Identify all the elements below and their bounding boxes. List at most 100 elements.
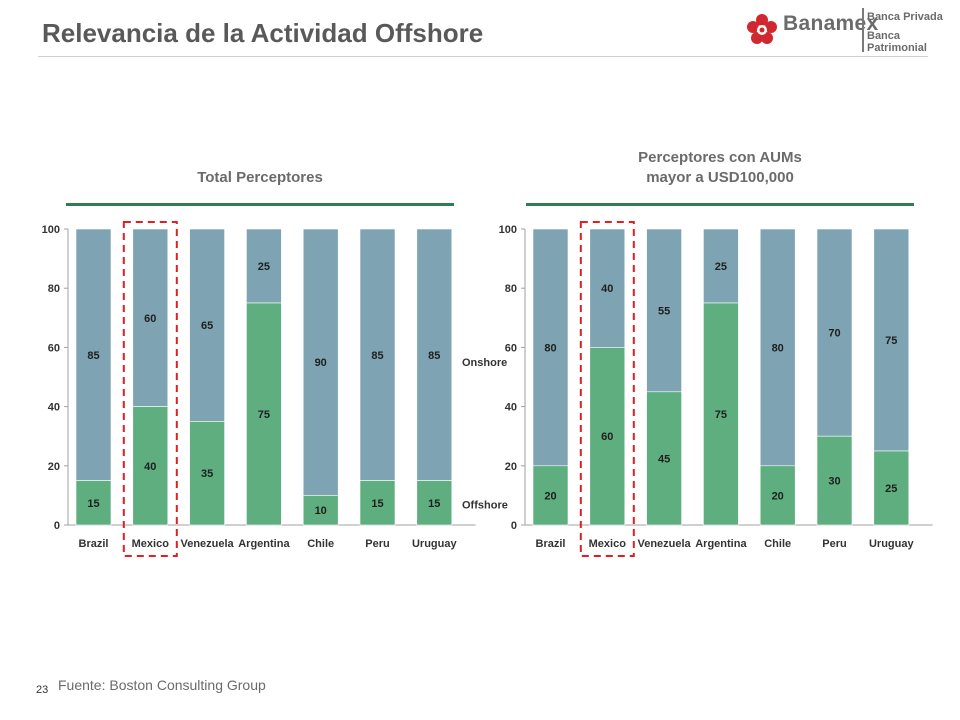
x-tick-label: Mexico (589, 538, 627, 550)
slide-title: Relevancia de la Actividad Offshore (42, 18, 484, 48)
y-tick-label: 100 (499, 224, 517, 236)
bar-onshore (75, 228, 112, 481)
data-label-offshore: 15 (371, 498, 383, 510)
legend-offshore-label: Offshore (462, 499, 508, 511)
y-tick-label: 60 (48, 342, 60, 354)
bar-onshore (359, 228, 396, 481)
logo-separator (862, 8, 864, 52)
highlight-box (579, 221, 635, 557)
data-label-offshore: 45 (658, 453, 670, 465)
bar-onshore (132, 228, 169, 407)
bar-onshore (759, 228, 796, 467)
data-label-offshore: 75 (258, 409, 270, 421)
bar-offshore (75, 480, 112, 526)
bar-onshore (416, 228, 453, 481)
banamex-flower-icon (747, 14, 777, 44)
x-tick-label: Venezuela (180, 538, 234, 550)
bar-offshore (646, 391, 682, 526)
bar-onshore (302, 228, 339, 496)
bar-onshore (532, 228, 569, 467)
y-tick-label: 0 (511, 520, 517, 532)
x-tick-label: Brazil (536, 538, 566, 550)
data-label-onshore: 85 (428, 350, 440, 362)
source-note: Fuente: Boston Consulting Group (58, 677, 266, 693)
x-tick-label: Peru (365, 538, 389, 550)
data-label-onshore: 65 (201, 320, 213, 332)
data-label-onshore: 40 (601, 283, 613, 295)
data-label-onshore: 70 (828, 328, 840, 340)
brand-name: Banamex (783, 12, 879, 35)
x-tick-label: Argentina (238, 538, 290, 550)
bar-offshore (359, 480, 396, 526)
bar-offshore (416, 480, 453, 526)
x-tick-label: Uruguay (412, 538, 458, 550)
brand-line-1: Banca Privada (867, 11, 943, 23)
data-label-offshore: 75 (715, 409, 727, 421)
chart-2-title-line-1: Perceptores con AUMs (638, 149, 802, 166)
data-label-offshore: 25 (885, 483, 897, 495)
data-label-offshore: 10 (315, 505, 327, 517)
bar-offshore (703, 302, 739, 526)
x-tick-label: Argentina (695, 538, 747, 550)
data-label-offshore: 40 (144, 461, 156, 473)
data-label-onshore: 90 (315, 357, 327, 369)
bar-offshore (873, 450, 910, 526)
data-label-onshore: 85 (371, 350, 383, 362)
y-tick-label: 100 (42, 224, 60, 236)
bar-onshore (816, 228, 853, 437)
x-tick-label: Chile (307, 538, 334, 550)
data-label-onshore: 25 (258, 261, 270, 273)
data-label-offshore: 35 (201, 468, 213, 480)
x-tick-label: Uruguay (869, 538, 915, 550)
data-label-offshore: 20 (544, 490, 556, 502)
data-label-offshore: 60 (601, 431, 613, 443)
x-tick-label: Venezuela (637, 538, 691, 550)
x-tick-label: Peru (822, 538, 846, 550)
data-label-offshore: 15 (87, 498, 99, 510)
chart-1-title: Total Perceptores (197, 169, 323, 186)
chart-2-title: Perceptores con AUMs mayor a USD100,000 (526, 148, 914, 188)
bar-offshore (589, 347, 626, 526)
y-tick-label: 0 (54, 520, 60, 532)
y-tick-label: 20 (48, 461, 60, 473)
bar-offshore (302, 495, 339, 526)
legend-onshore-label: Onshore (462, 357, 507, 369)
bar-offshore (189, 421, 225, 526)
bar-onshore (189, 228, 225, 422)
bar-offshore (246, 302, 282, 526)
chart-1-total-perceptores: 0 20 40 60 80 100 85 15 Brazil 60 40 Mexico 65 35 Vene… (42, 221, 476, 557)
data-label-onshore: 80 (772, 342, 784, 354)
chart-2-title-rule (526, 203, 914, 206)
y-tick-label: 80 (505, 283, 517, 295)
y-tick-label: 20 (505, 461, 517, 473)
chart-2-title-line-2: mayor a USD100,000 (646, 169, 794, 186)
bar-onshore (646, 228, 682, 393)
data-label-onshore: 55 (658, 305, 670, 317)
data-label-offshore: 15 (428, 498, 440, 510)
data-label-offshore: 30 (828, 476, 840, 488)
page-number: 23 (36, 684, 49, 696)
data-label-onshore: 80 (544, 342, 556, 354)
chart-2-perceptores-aums: 0 20 40 60 80 100 80 20 Brazil 40 60 Mexico 55 45 Vene… (462, 221, 933, 557)
y-tick-label: 40 (48, 402, 60, 414)
brand-line-2: Banca Patrimonial (867, 30, 927, 54)
y-tick-label: 80 (48, 283, 60, 295)
chart-1-title-rule (66, 203, 454, 206)
bar-offshore (816, 435, 853, 526)
bar-offshore (532, 465, 569, 526)
x-tick-label: Chile (764, 538, 791, 550)
bar-onshore (246, 228, 282, 304)
data-label-onshore: 85 (87, 350, 99, 362)
data-label-offshore: 20 (772, 490, 784, 502)
x-tick-label: Mexico (132, 538, 170, 550)
bar-onshore (589, 228, 626, 348)
data-label-onshore: 25 (715, 261, 727, 273)
title-divider (38, 56, 928, 57)
data-label-onshore: 60 (144, 313, 156, 325)
bar-onshore (873, 228, 910, 452)
bar-offshore (759, 465, 796, 526)
highlight-box (122, 221, 178, 557)
banamex-logo: Banamex Banca Privada Banca Patrimonial (745, 8, 955, 54)
data-label-onshore: 75 (885, 335, 897, 347)
bar-offshore (132, 406, 169, 526)
